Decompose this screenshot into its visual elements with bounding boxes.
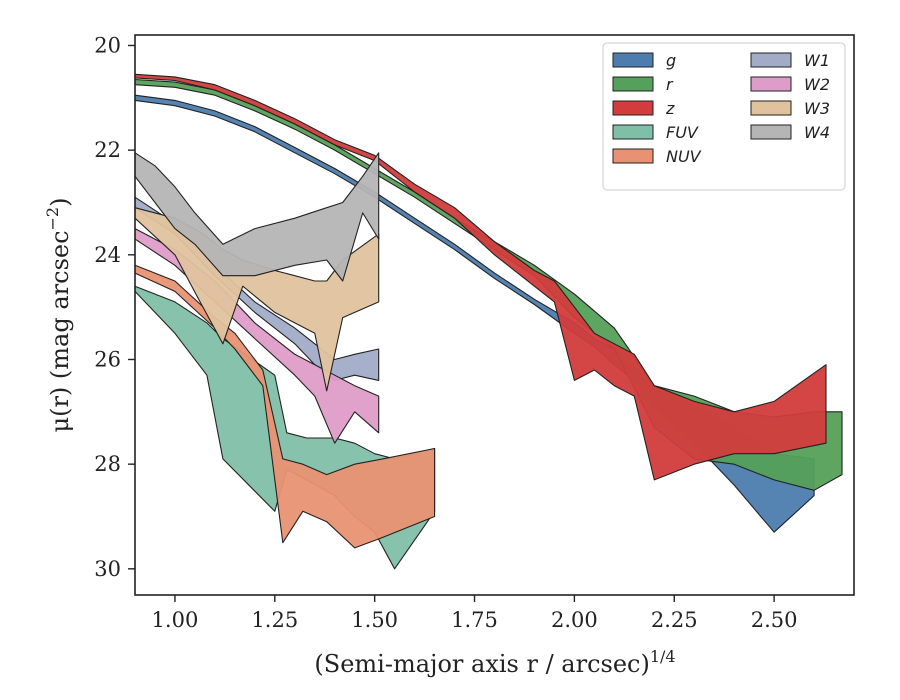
legend-swatch-fuv xyxy=(612,124,654,140)
legend-label-r: r xyxy=(666,75,674,94)
y-tick-label: 24 xyxy=(94,243,121,267)
x-tick-label: 1.25 xyxy=(251,608,298,632)
legend-label-w1: W1 xyxy=(804,51,830,70)
y-tick-label: 30 xyxy=(94,557,121,581)
legend-swatch-w1 xyxy=(750,52,792,68)
legend-label-w2: W2 xyxy=(804,75,830,94)
legend-swatch-w3 xyxy=(750,100,792,116)
x-tick-label: 2.25 xyxy=(651,608,698,632)
x-tick-label: 1.50 xyxy=(351,608,398,632)
x-axis-label-sup: 1/4 xyxy=(650,647,676,666)
x-tick-label: 1.75 xyxy=(451,608,498,632)
legend-swatch-g xyxy=(612,52,654,68)
y-tick-label: 22 xyxy=(94,138,121,162)
y-tick-label: 20 xyxy=(94,33,121,57)
x-tick-label: 1.00 xyxy=(152,608,199,632)
y-tick-label: 26 xyxy=(94,347,121,371)
x-tick-label: 2.00 xyxy=(551,608,598,632)
y-tick-label: 28 xyxy=(94,452,121,476)
y-axis-label: μ(r) (mag arcsec−2) xyxy=(43,198,74,433)
legend-swatch-w2 xyxy=(750,76,792,92)
legend-swatch-nuv xyxy=(612,148,654,164)
band-w4 xyxy=(134,152,380,282)
band-nuv xyxy=(134,264,436,549)
legend-label-w3: W3 xyxy=(804,99,830,118)
legend-swatch-w4 xyxy=(750,124,792,140)
band-layer xyxy=(134,73,843,570)
legend: grz FUV NUV W1 W2 W3 W4 xyxy=(602,42,846,191)
legend-label-fuv: FUV xyxy=(666,123,699,142)
legend-swatch-r xyxy=(612,76,654,92)
x-tick-label: 2.50 xyxy=(751,608,798,632)
plot-frame xyxy=(134,34,855,596)
legend-swatch-z xyxy=(612,100,654,116)
y-axis-ticks: 20 22 24 26 28 30 xyxy=(94,33,135,581)
legend-label-z: z xyxy=(665,99,675,118)
legend-label-g: g xyxy=(666,51,676,70)
y-axis-label-sup: −2 xyxy=(43,207,62,231)
y-axis-label-end: ) xyxy=(46,198,74,207)
legend-label-w4: W4 xyxy=(804,123,830,142)
y-axis-label-main: μ(r) (mag arcsec xyxy=(46,230,74,432)
x-axis-label: (Semi-major axis r / arcsec)1/4 xyxy=(314,647,675,678)
x-axis-label-main: (Semi-major axis r / arcsec) xyxy=(314,650,649,678)
x-axis-ticks: 1.00 1.25 1.50 1.75 2.00 2.25 2.50 xyxy=(152,595,798,632)
legend-label-nuv: NUV xyxy=(666,147,702,166)
